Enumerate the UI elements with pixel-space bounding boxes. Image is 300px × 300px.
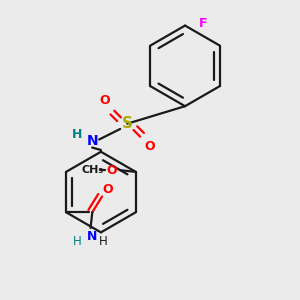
Text: F: F xyxy=(199,17,208,30)
Text: O: O xyxy=(106,164,117,177)
Text: O: O xyxy=(145,140,155,153)
Text: S: S xyxy=(122,116,133,131)
Text: N: N xyxy=(87,230,98,243)
Text: O: O xyxy=(102,183,113,196)
Text: O: O xyxy=(99,94,110,107)
Text: N: N xyxy=(86,134,98,148)
Text: H: H xyxy=(72,128,82,141)
Text: CH₃: CH₃ xyxy=(82,165,104,175)
Text: H: H xyxy=(73,235,82,248)
Text: H: H xyxy=(98,235,107,248)
